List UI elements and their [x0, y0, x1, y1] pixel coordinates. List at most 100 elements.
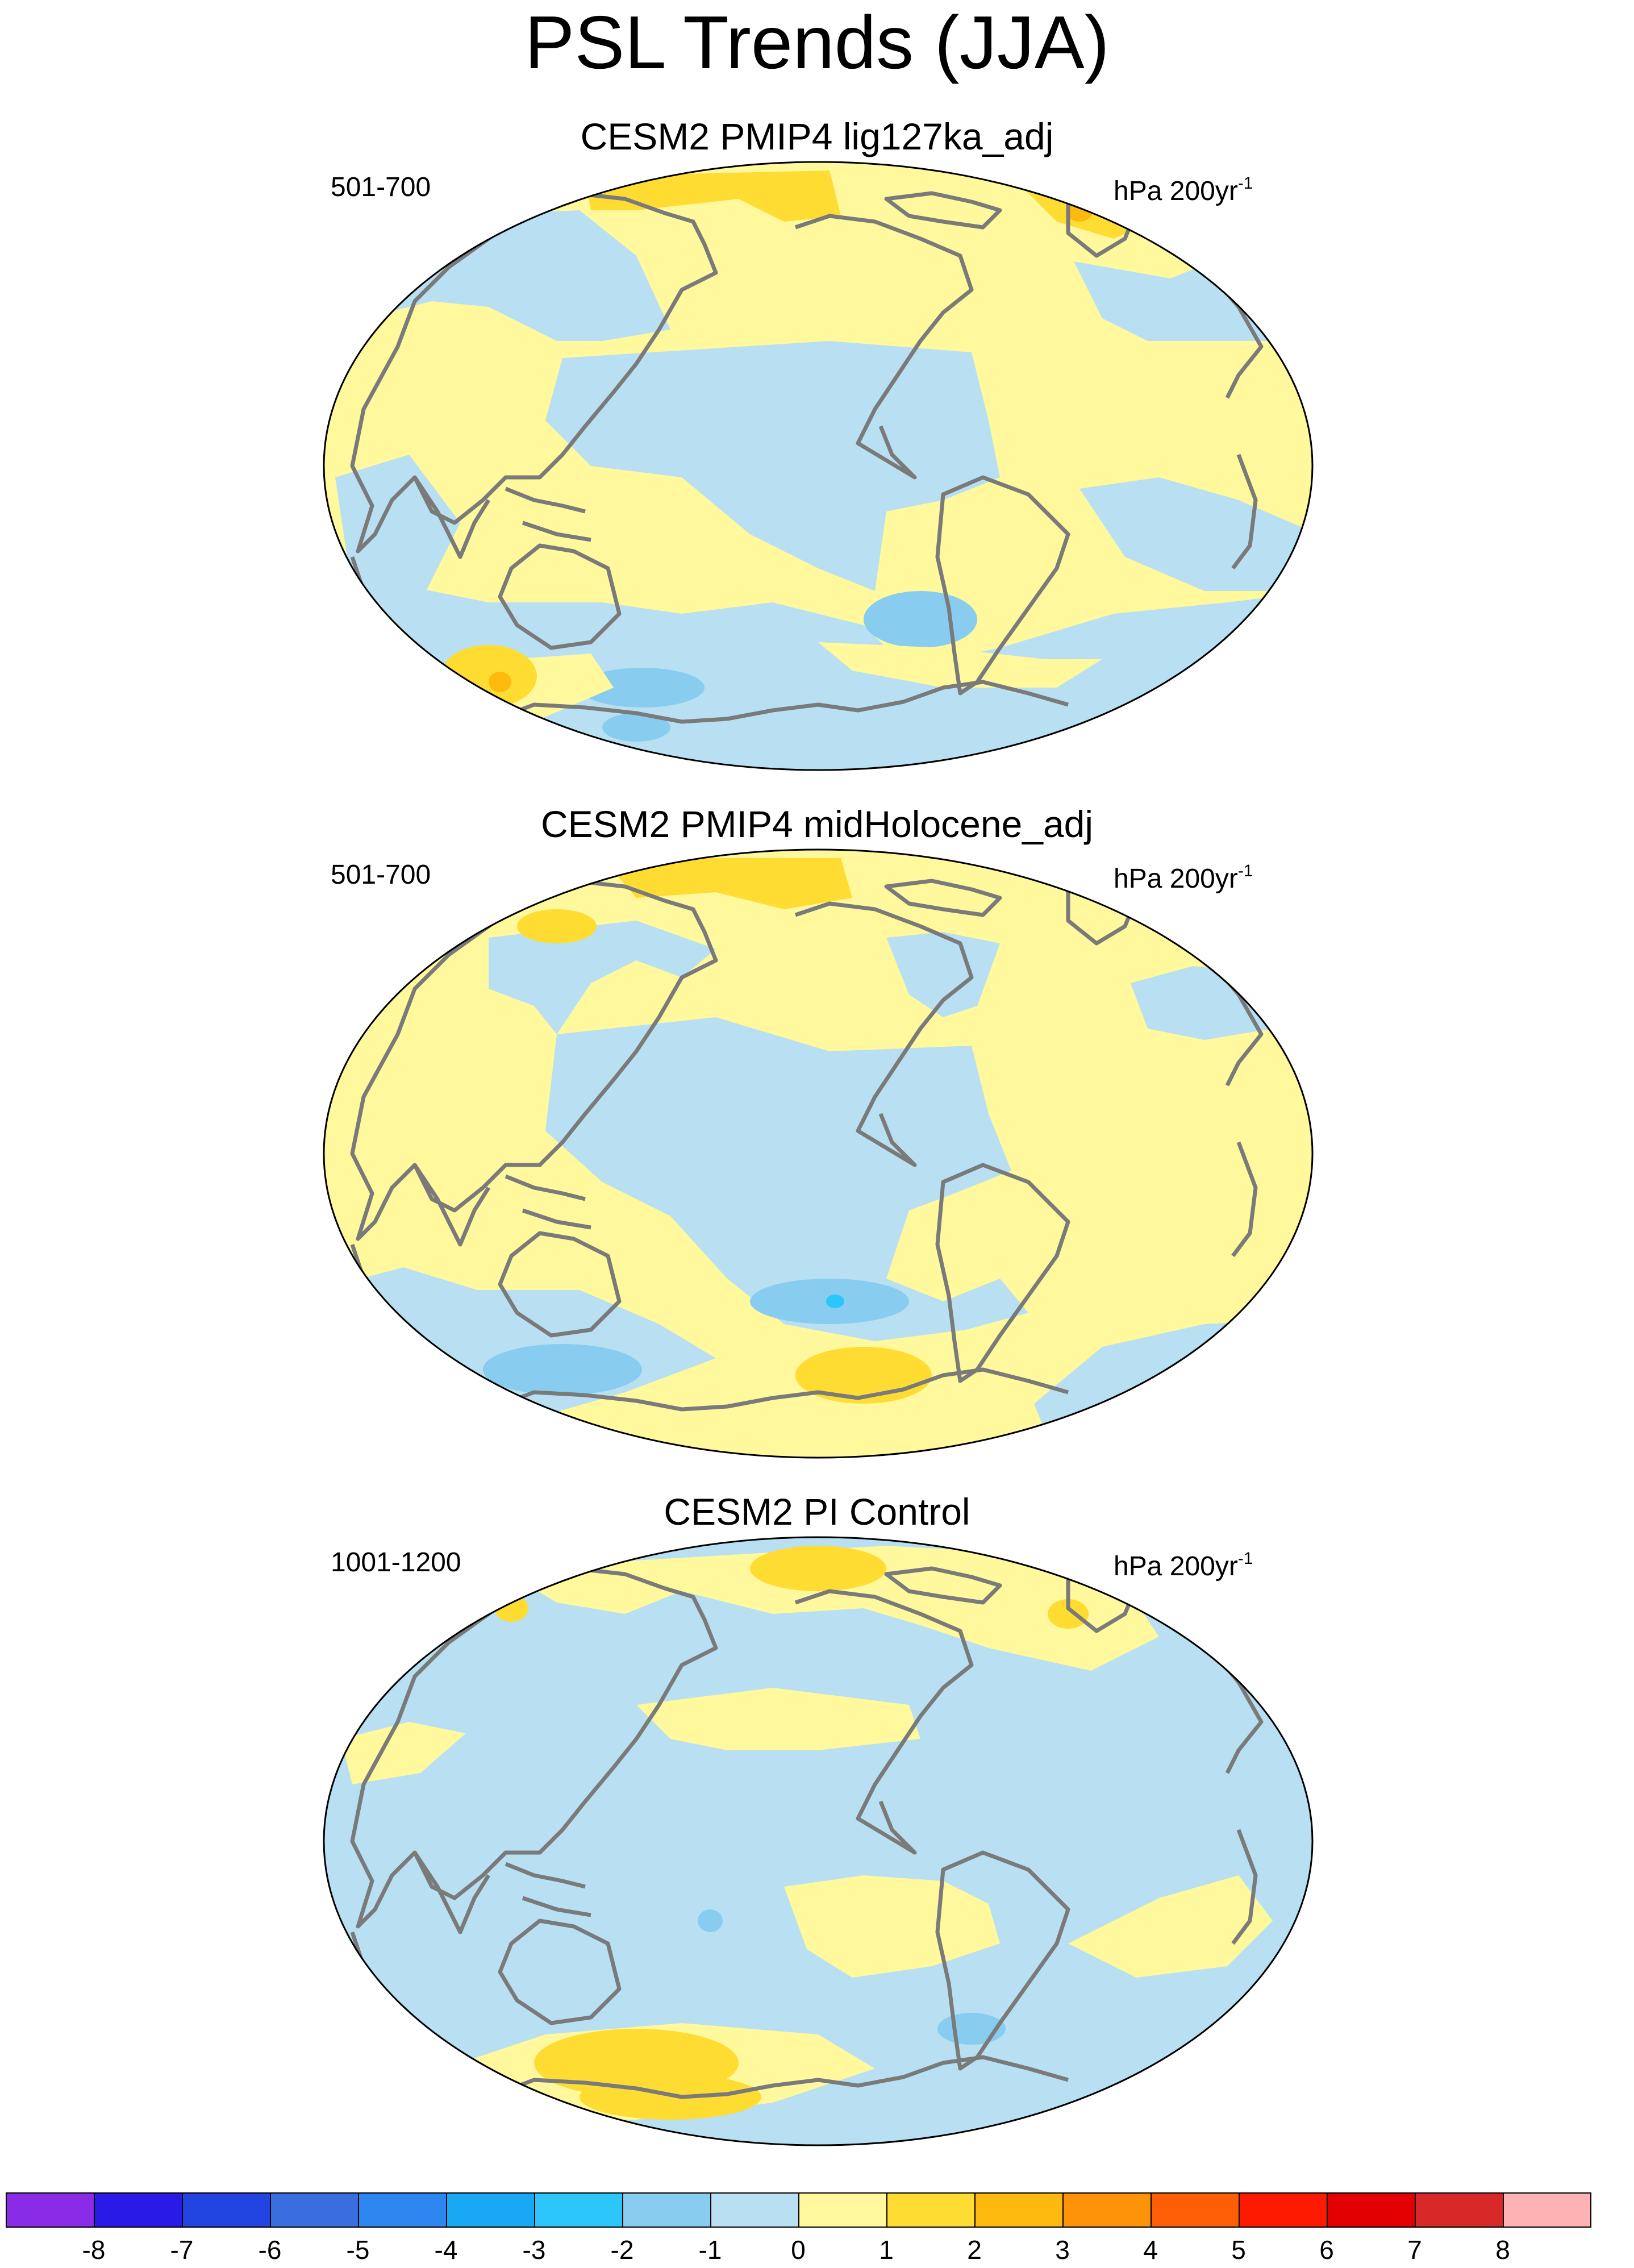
- panel-title: CESM2 PMIP4 midHolocene_adj: [540, 803, 1094, 845]
- map-border: [323, 161, 1314, 771]
- map-midholocene: [323, 848, 1314, 1459]
- figure-title: PSL Trends (JJA): [524, 1, 1110, 84]
- colorbar-box: [974, 2192, 1063, 2228]
- units-label: hPa 200yr-1: [1114, 862, 1253, 894]
- panel-pi-control: CESM2 PI Control 1001-1200 hPa 200yr-1: [0, 1483, 1634, 2148]
- colorbar-box: [1062, 2192, 1151, 2228]
- colorbar-tick-label: -6: [258, 2235, 282, 2265]
- contour-region: [1048, 1599, 1089, 1629]
- contour-region: [602, 858, 852, 909]
- colorbar-tick-label: -5: [346, 2235, 370, 2265]
- colorbar-box: [1327, 2192, 1415, 2228]
- coastline: [505, 486, 591, 542]
- contour-region: [489, 921, 716, 1034]
- colorbar-box: [94, 2192, 182, 2228]
- colorbar-tick-label: -7: [170, 2235, 194, 2265]
- colorbar-tick-label: 3: [1055, 2235, 1070, 2265]
- colorbar-box: [622, 2192, 711, 2228]
- coastline: [505, 1862, 591, 1917]
- map-border: [323, 1536, 1314, 2146]
- contour-region: [1125, 1384, 1216, 1412]
- contour-region: [864, 591, 977, 648]
- colorbar-tick-label: -3: [522, 2235, 546, 2265]
- contour-region: [545, 341, 1000, 591]
- colorbar-box: [534, 2192, 623, 2228]
- colorbar-tick-label: 6: [1319, 2235, 1334, 2265]
- coastline: [884, 1566, 1002, 1605]
- contour-region: [324, 568, 1312, 770]
- map-border: [323, 848, 1314, 1459]
- contour-region: [517, 909, 597, 943]
- colorbar-tick-label: 8: [1495, 2235, 1510, 2265]
- colorbar: [6, 2192, 1591, 2228]
- coastline: [935, 475, 1070, 696]
- colorbar-box: [270, 2192, 359, 2228]
- panel-midholocene: CESM2 PMIP4 midHolocene_adj 501-700 hPa …: [0, 796, 1634, 1460]
- contour-region: [545, 1017, 1028, 1341]
- coastline: [487, 1367, 1069, 1412]
- contour-region: [500, 1546, 1159, 1671]
- coastline: [794, 214, 974, 480]
- coastline: [935, 1850, 1070, 2071]
- coastline: [487, 680, 1069, 724]
- contour-region: [750, 1546, 886, 1591]
- contour-region: [886, 932, 1000, 1017]
- units-label: hPa 200yr-1: [1114, 174, 1253, 206]
- panel-lig127ka: CESM2 PMIP4 lig127ka_adj 501-700 hPa 200…: [0, 108, 1634, 773]
- coastline: [350, 879, 718, 1241]
- coastline: [794, 1589, 974, 1855]
- colorbar-box: [798, 2192, 887, 2228]
- coastline: [498, 1231, 622, 1338]
- coastline: [884, 191, 1002, 230]
- coastline: [350, 191, 718, 554]
- colorbar-box: [182, 2192, 270, 2228]
- colorbar-box: [1415, 2192, 1503, 2228]
- contour-region: [698, 1909, 723, 1932]
- coastline: [498, 1919, 622, 2025]
- contour-region: [826, 1295, 844, 1308]
- contour-region: [483, 1344, 642, 1395]
- contour-region: [580, 2074, 761, 2120]
- colorbar-tick-label: 0: [791, 2235, 806, 2265]
- contour-region: [440, 645, 537, 708]
- colorbar-tick-label: -4: [434, 2235, 458, 2265]
- map-pi-control: [323, 1536, 1314, 2146]
- coastline: [935, 1163, 1070, 1383]
- colorbar-box: [1239, 2192, 1327, 2228]
- colorbar-box: [1151, 2192, 1239, 2228]
- coastline: [498, 543, 622, 650]
- colorbar-tick-label: 4: [1143, 2235, 1158, 2265]
- contour-region: [489, 672, 511, 692]
- colorbar-box: [1503, 2192, 1591, 2228]
- colorbar-tick-label: 2: [967, 2235, 982, 2265]
- coastline: [413, 1164, 490, 1247]
- contour-region: [784, 1875, 1000, 1978]
- contour-region: [818, 642, 1102, 688]
- colorbar-box: [6, 2192, 94, 2228]
- map-lig127ka: [323, 161, 1314, 771]
- colorbar-tick-label: 5: [1231, 2235, 1246, 2265]
- coastline: [413, 1851, 490, 1934]
- colorbar-box: [710, 2192, 799, 2228]
- coastline: [794, 901, 974, 1167]
- coastline: [487, 2055, 1069, 2099]
- period-label: 501-700: [331, 172, 431, 202]
- coastline: [505, 1174, 591, 1230]
- colorbar-box: [446, 2192, 535, 2228]
- coastline: [884, 879, 1002, 917]
- coastline: [350, 1566, 718, 1929]
- period-label: 1001-1200: [331, 1547, 461, 1578]
- contour-region: [636, 1688, 920, 1750]
- contour-region: [1079, 477, 1312, 591]
- contour-region: [602, 713, 670, 742]
- colorbar-tick-label: -2: [610, 2235, 634, 2265]
- colorbar-box: [358, 2192, 447, 2228]
- colorbar-tick-label: 7: [1407, 2235, 1422, 2265]
- panel-title: CESM2 PI Control: [664, 1491, 970, 1533]
- coastline: [413, 476, 490, 559]
- colorbar-tick-label: 1: [879, 2235, 894, 2265]
- panel-title: CESM2 PMIP4 lig127ka_adj: [580, 115, 1054, 157]
- contour-region: [1068, 1875, 1273, 1978]
- colorbar-box: [886, 2192, 975, 2228]
- colorbar-tick-label: -8: [82, 2235, 106, 2265]
